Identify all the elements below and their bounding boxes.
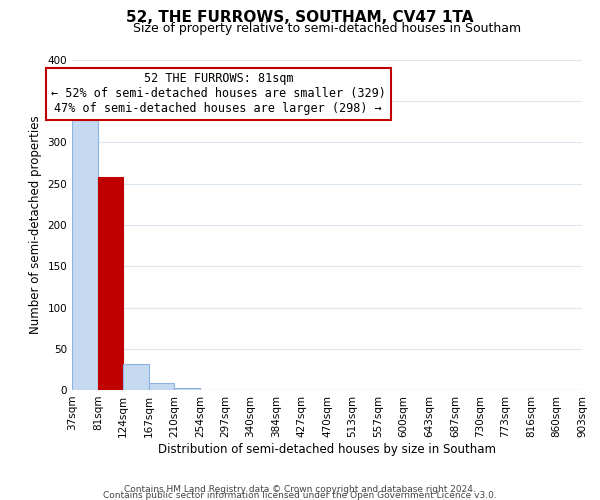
Text: Contains public sector information licensed under the Open Government Licence v3: Contains public sector information licen… [103,490,497,500]
Bar [123,364,149,390]
Bar [149,384,174,390]
Bar [72,116,98,390]
X-axis label: Distribution of semi-detached houses by size in Southam: Distribution of semi-detached houses by … [158,442,496,456]
Bar [174,388,200,390]
Y-axis label: Number of semi-detached properties: Number of semi-detached properties [29,116,42,334]
Text: 52, THE FURROWS, SOUTHAM, CV47 1TA: 52, THE FURROWS, SOUTHAM, CV47 1TA [126,10,474,25]
Text: 52 THE FURROWS: 81sqm
← 52% of semi-detached houses are smaller (329)
47% of sem: 52 THE FURROWS: 81sqm ← 52% of semi-deta… [51,72,386,116]
Text: Contains HM Land Registry data © Crown copyright and database right 2024.: Contains HM Land Registry data © Crown c… [124,484,476,494]
Bar [98,177,123,390]
Title: Size of property relative to semi-detached houses in Southam: Size of property relative to semi-detach… [133,22,521,35]
